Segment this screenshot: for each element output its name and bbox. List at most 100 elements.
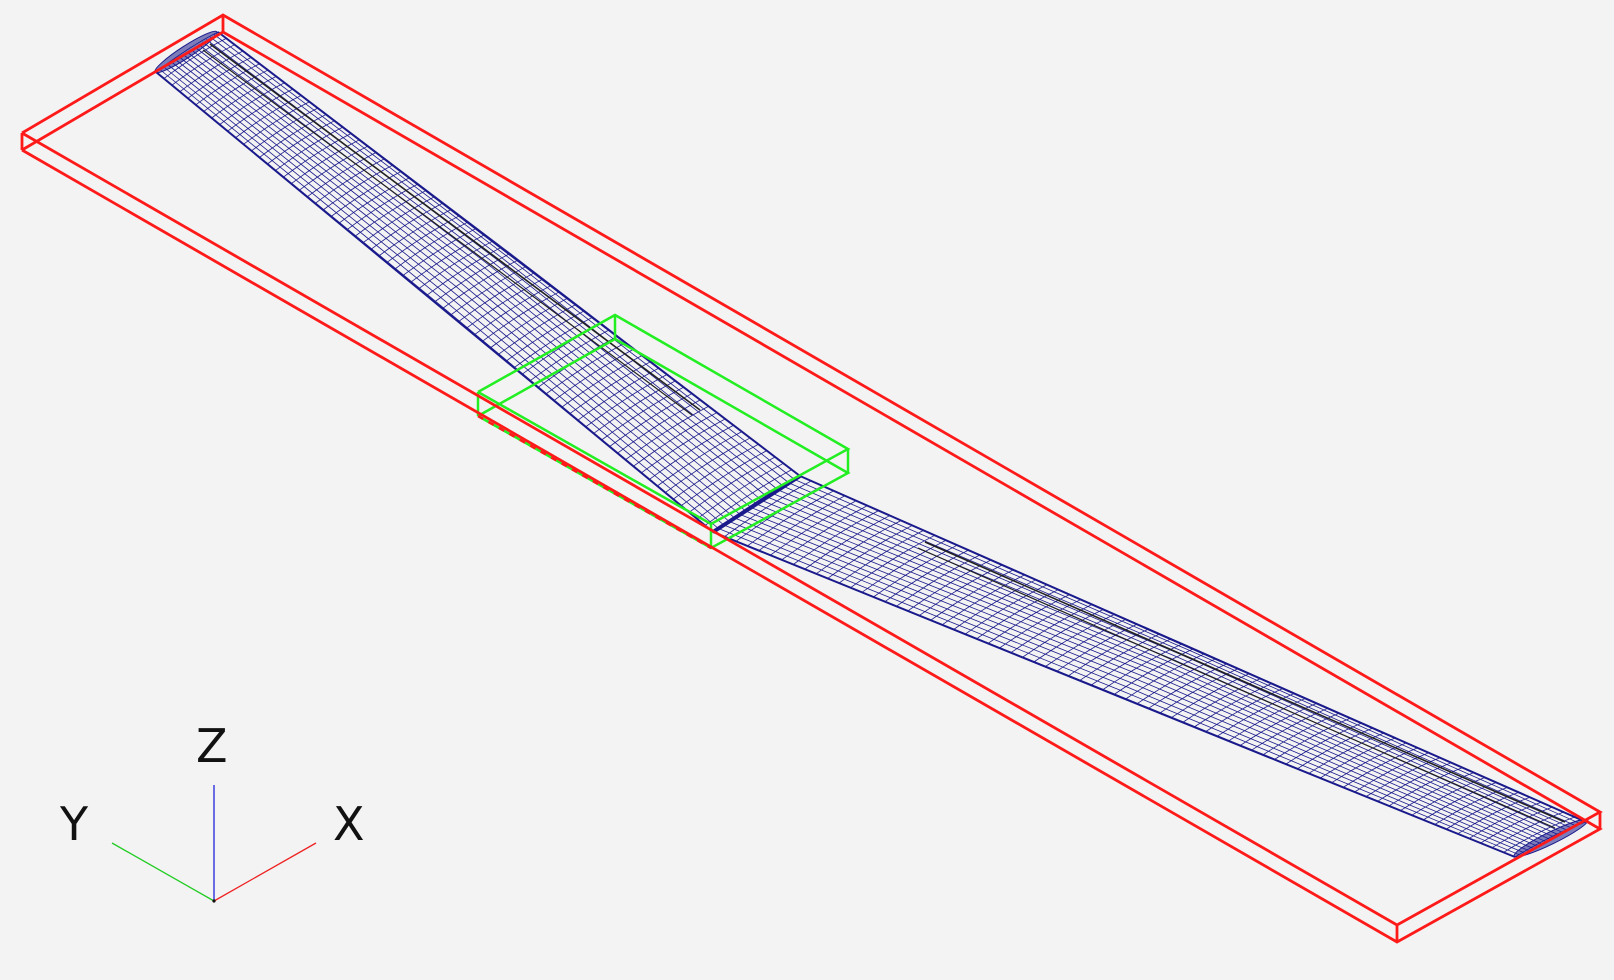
right-wing-span-station [1010,604,1093,654]
left-wing-chord-line [182,54,752,508]
axis-z-label: Z [196,719,228,773]
left-wing-span-station [680,450,767,507]
left-wing-span-station [625,405,709,461]
right-wing-span-station [999,599,1081,649]
right-wing-chord-line [740,514,1538,847]
left-wing-span-station [585,374,668,428]
left-wing-span-station [227,88,294,132]
left-wing-span-station [497,304,576,355]
right-wing-chord-line [788,482,1578,827]
right-wing-span-station [964,584,1048,635]
right-wing-span-station [1022,609,1104,658]
wing-spar-lines [202,43,1566,829]
right-wing-span-station [873,544,958,598]
wing-wireframe-mesh [154,30,1589,858]
left-wing-span-station [219,82,285,125]
right-wing-chord-line [756,503,1551,840]
left-wing-span-station [195,63,260,106]
axis-triad: Z Y X [59,719,365,903]
right-wing-spar-rear [917,547,1556,829]
right-wing-chord-line [761,500,1556,838]
left-wing-chord-line [202,41,779,491]
right-wing-span-station [976,589,1059,640]
left-wing-span-station [633,412,718,467]
left-wing-span-station [489,298,568,349]
left-wing-chord-line [198,44,774,494]
left-wing-chord-line [194,46,768,498]
right-wing-span-station [1113,648,1194,695]
left-wing-chord-line [171,61,736,519]
left-wing-span-station [505,310,585,362]
right-wing-span-station [781,505,868,561]
left-wing-span-station [267,120,335,165]
right-wing-spar-front [924,541,1566,823]
axis-origin [212,899,216,903]
left-wing-span-station [513,317,593,369]
left-wing-span-station [187,57,252,99]
right-wing-span-station [919,564,1003,616]
left-wing-span-station [601,386,684,441]
left-wing-chord-line [163,66,725,526]
left-wing-span-station [657,431,742,487]
right-wing-chord-line [745,510,1542,845]
right-wing-span-station [987,594,1070,644]
right-wing-chord-line [734,517,1533,849]
right-wing-leading-edge [799,475,1587,823]
right-wing-span-station [1056,623,1138,672]
axis-x-line [213,842,317,902]
right-wing-span-station [827,525,913,579]
left-wing-span-station [641,418,726,474]
left-wing-leading-edge [217,31,801,477]
left-wing-span-station [251,107,318,152]
right-wing-chord-line [729,521,1529,851]
right-wing-chord-line [750,507,1547,843]
right-wing-span-station [1102,643,1182,691]
left-wing-chord-line [175,59,741,515]
left-wing-chord-line [159,69,719,529]
right-wing-span-station [1125,653,1205,700]
axis-y-label: Y [59,797,89,851]
right-wing-trailing-edge [712,531,1516,858]
right-wing-chord-line [767,496,1560,836]
left-wing-trailing-edge [155,71,714,533]
right-wing-span-station [815,520,902,575]
left-wing-span-station [593,380,676,434]
right-wing-span-station [792,510,879,565]
right-wing-span-station [770,500,857,556]
left-wing-span-station [529,329,609,382]
right-wing-span-station [896,554,980,607]
left-wing-span-station [672,443,759,500]
wing-root-joint [711,474,802,534]
left-wing-span-station [243,101,310,145]
left-wing-span-station [609,393,693,447]
right-wing-chord-line [778,489,1569,832]
right-wing-span-station [907,559,992,612]
right-wing-span-station [850,534,935,589]
right-wing-span-station [861,539,947,593]
left-wing-chord-line [167,64,730,522]
left-wing-span-station [665,437,751,493]
left-wing-spar-front [209,43,701,411]
left-wing-span-station [211,76,277,119]
left-wing-span-station [259,114,327,158]
left-wing-spar-rear [202,49,693,416]
right-wing-chord-line [723,524,1525,853]
right-wing-chord-line [772,493,1564,834]
left-wing-span-station [649,424,734,480]
left-wing-span-station [617,399,701,454]
right-wing-span-station [953,579,1036,630]
left-wing-chord-line [210,36,790,484]
outer-bounding-box [20,13,1603,944]
right-wing-span-station [1067,628,1149,677]
left-wing-span-station [577,367,659,421]
center-box-shared-edge [477,414,712,550]
left-wing-span-station [688,456,776,513]
right-wing-span-station [838,530,924,584]
right-wing-chord-line [718,528,1520,856]
left-wing-span-station [235,95,302,139]
left-wing-span-station [696,462,784,520]
left-wing-span-station [275,126,343,171]
axis-x-label: X [333,797,365,851]
